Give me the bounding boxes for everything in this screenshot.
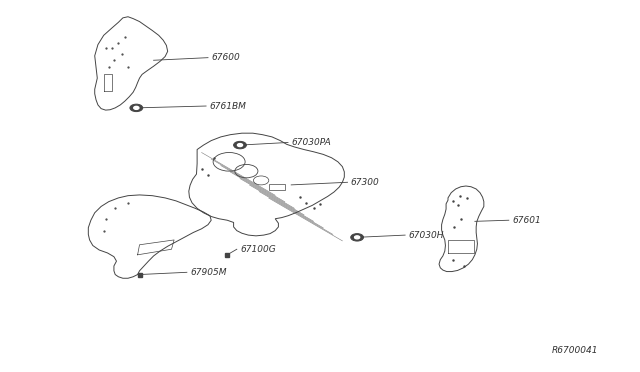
Circle shape [134,106,139,109]
Circle shape [355,236,360,239]
Text: 6761BM: 6761BM [209,102,246,110]
Text: R6700041: R6700041 [552,346,598,355]
Circle shape [130,104,143,112]
Text: 67030H: 67030H [408,231,444,240]
Text: 67905M: 67905M [190,268,227,277]
Text: 67100G: 67100G [240,245,276,254]
Text: 67601: 67601 [512,216,541,225]
Circle shape [237,144,243,147]
Circle shape [351,234,364,241]
Circle shape [234,141,246,149]
Text: 67030PA: 67030PA [291,138,331,147]
Text: 67600: 67600 [211,53,240,62]
Text: 67300: 67300 [351,178,380,187]
